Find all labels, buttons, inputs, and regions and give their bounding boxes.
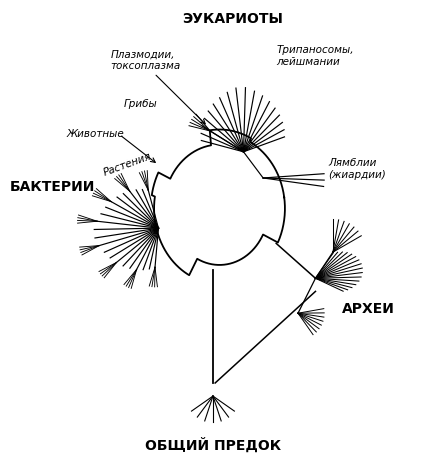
Text: БАКТЕРИИ: БАКТЕРИИ [10, 179, 95, 194]
Text: АРХЕИ: АРХЕИ [341, 302, 394, 316]
Text: Растения: Растения [102, 152, 152, 178]
Text: Трипаносомы,
лейшмании: Трипаносомы, лейшмании [276, 45, 353, 66]
Text: Животные: Животные [67, 129, 124, 140]
Text: ЭУКАРИОТЫ: ЭУКАРИОТЫ [182, 12, 283, 26]
Text: Грибы: Грибы [123, 99, 157, 109]
Text: Лямблии
(жиардии): Лямблии (жиардии) [328, 159, 385, 180]
Text: ОБЩИЙ ПРЕДОК: ОБЩИЙ ПРЕДОК [145, 438, 280, 453]
Text: Плазмодии,
токсоплазма: Плазмодии, токсоплазма [110, 49, 180, 71]
